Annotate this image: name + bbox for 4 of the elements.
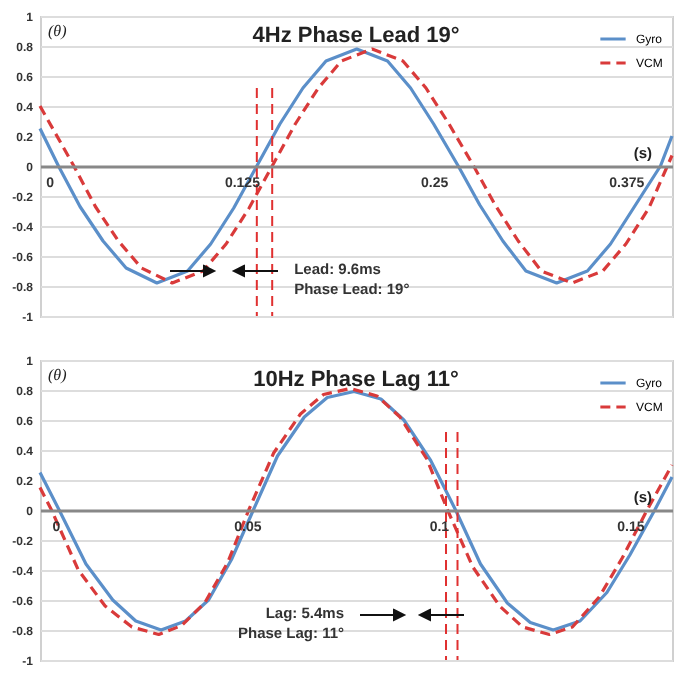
chart-title: 4Hz Phase Lead 19°: [252, 24, 460, 48]
y-axis-title: (θ): [48, 22, 68, 40]
chart-title: 10Hz Phase Lag 11°: [253, 368, 459, 392]
y-axis-title: (θ): [48, 366, 68, 384]
